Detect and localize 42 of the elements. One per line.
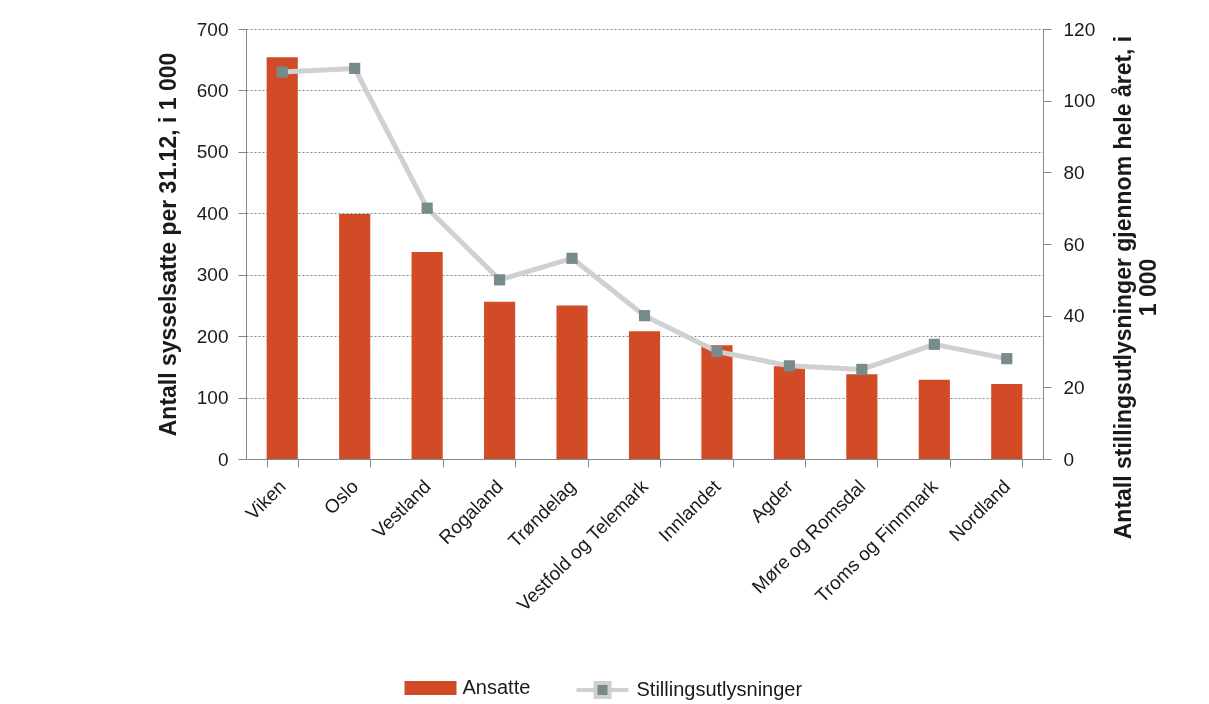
point <box>494 274 506 286</box>
y-tick-label: 200 <box>196 325 229 347</box>
bar <box>266 57 298 459</box>
y2-tick-label: 0 <box>1063 448 1075 470</box>
legend-label: Stillingsutlysninger <box>636 678 803 700</box>
bar <box>411 251 443 459</box>
legend-label: Ansatte <box>462 676 531 698</box>
point <box>711 345 723 358</box>
y-tick-label: 300 <box>196 264 229 286</box>
y-tick-label: 400 <box>196 202 229 224</box>
point <box>856 363 868 376</box>
x-tick-label: Oslo <box>319 475 363 519</box>
bar <box>339 213 371 459</box>
y2-tick-label: 100 <box>1063 90 1096 112</box>
point <box>349 62 361 75</box>
y-tick-label: 100 <box>196 387 229 409</box>
y-tick-label: 0 <box>217 448 229 470</box>
y2-tick-label: 120 <box>1063 18 1096 40</box>
point <box>928 338 940 350</box>
y-tick-label: 500 <box>196 141 229 163</box>
bar <box>628 331 661 459</box>
y2-tick-label: 60 <box>1063 233 1085 255</box>
y-axis-title: Antall sysselsatte per 31.12, i 1 000 <box>154 52 181 437</box>
bar <box>918 379 950 459</box>
point <box>638 310 651 322</box>
point <box>783 360 795 372</box>
bar <box>556 305 588 459</box>
bar <box>773 366 805 459</box>
bar <box>701 345 733 459</box>
point <box>421 202 433 214</box>
y2-tick-label: 80 <box>1063 161 1085 183</box>
bar <box>484 301 516 459</box>
y2-axis-title: Antall stillingsutlysninger gjennom hele året, i 1 000 <box>1110 35 1162 540</box>
bar <box>846 374 878 459</box>
y-tick-label: 600 <box>196 79 229 101</box>
point <box>1001 353 1013 365</box>
y2-tick-label: 40 <box>1063 305 1085 327</box>
y-tick-label: 700 <box>196 18 229 40</box>
point <box>566 252 578 264</box>
point <box>276 66 288 78</box>
y2-tick-label: 20 <box>1063 376 1085 398</box>
bar <box>991 384 1023 459</box>
